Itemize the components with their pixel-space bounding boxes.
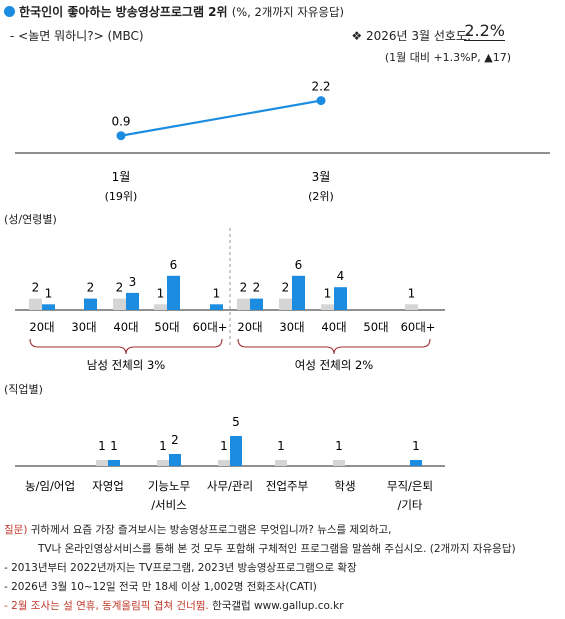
demo-cur-bar — [126, 292, 139, 310]
job-category-label: /기타 — [397, 498, 422, 510]
demo-cur-bar — [210, 304, 223, 310]
trend-rank-label: (2위) — [308, 190, 334, 203]
trend-point — [316, 96, 326, 106]
demo-cur-label: 2 — [87, 281, 95, 295]
demo-cur-bar — [84, 298, 97, 310]
job-prev-label: 1 — [277, 439, 285, 453]
demo-cur-label: 6 — [170, 258, 178, 272]
job-prev-bar — [157, 460, 169, 466]
note-3: - 2월 조사는 설 연휴, 동계올림픽 겹쳐 건너뜀. — [4, 600, 209, 612]
job-prev-label: 1 — [159, 439, 167, 453]
job-cur-label: 5 — [232, 415, 240, 429]
question-line-1: 귀하께서 요즘 가장 즐겨보시는 방송영상프로그램은 무엇입니까? 뉴스를 제외… — [30, 524, 392, 536]
credit: 한국갤럽 www.gallup.co.kr — [212, 600, 344, 612]
group-total-label: 여성 전체의 2% — [295, 358, 374, 372]
job-category-label: 농/임/어업 — [25, 479, 75, 493]
demo-prev-bar — [154, 304, 167, 310]
job-category-label: 사무/관리 — [207, 479, 253, 493]
job-cur-label: 1 — [412, 439, 420, 453]
group-total-label: 남성 전체의 3% — [87, 358, 166, 372]
demo-category-label: 20대 — [237, 320, 262, 334]
demo-prev-label: 1 — [324, 286, 332, 300]
job-prev-label: 1 — [98, 439, 106, 453]
note-2: - 2026년 3월 10~12일 전국 만 18세 이상 1,002명 전화조… — [4, 581, 317, 593]
job-category-label: 기능노무 — [148, 479, 190, 493]
demo-cur-label: 1 — [45, 286, 53, 300]
trend-month-label: 3월 — [312, 170, 331, 184]
demo-cur-label: 6 — [295, 258, 303, 272]
group-bracket — [237, 338, 431, 355]
job-prev-bar — [333, 460, 345, 466]
demo-prev-label: 1 — [157, 286, 165, 300]
note-1: - 2013년부터 2022년까지는 TV프로그램, 2023년 방송영상프로그… — [4, 562, 357, 574]
demo-category-label: 60대+ — [401, 320, 436, 334]
trend-rank-label: (19위) — [105, 190, 138, 203]
group-bracket — [29, 338, 223, 355]
job-prev-bar — [96, 460, 108, 466]
demo-prev-label: 2 — [116, 281, 124, 295]
job-prev-label: 1 — [220, 439, 228, 453]
demo-category-label: 30대 — [279, 320, 304, 334]
demo-category-label: 30대 — [71, 320, 96, 334]
demo-prev-bar — [279, 298, 292, 310]
demo-category-label: 50대 — [363, 320, 388, 334]
trend-point — [116, 131, 126, 141]
chart-title: 한국인이 좋아하는 방송영상프로그램 2위 (%, 2개까지 자유응답) — [4, 3, 344, 20]
demo-prev-bar — [29, 298, 42, 310]
job-section-label: (직업별) — [4, 383, 43, 396]
demo-cur-bar — [250, 298, 263, 310]
trend-month-label: 1월 — [112, 170, 131, 184]
job-category-label: 학생 — [334, 479, 355, 493]
demo-cur-label: 2 — [253, 281, 261, 295]
preference-change: (1월 대비 +1.3%P, ▲17) — [384, 51, 511, 64]
demo-prev-label: 2 — [240, 281, 248, 295]
demo-prev-bar — [405, 304, 418, 310]
job-cur-label: 1 — [110, 439, 118, 453]
job-category-label: /서비스 — [151, 498, 187, 510]
question-line-2: TV나 온라인영상서비스를 통해 본 것 모두 포함해 구체적인 프로그램을 말… — [38, 543, 516, 555]
question-label: 질문) — [4, 524, 28, 536]
preference-label: ❖ 2026년 3월 선호도: — [351, 29, 471, 43]
job-cur-bar — [410, 460, 422, 466]
demo-cur-label: 1 — [213, 286, 221, 300]
job-cur-bar — [108, 460, 120, 466]
demo-cur-bar — [292, 275, 305, 310]
demo-prev-label: 1 — [408, 286, 416, 300]
job-category-label: 전업주부 — [266, 479, 308, 493]
trend-value-label: 2.2 — [311, 80, 330, 94]
job-cur-label: 2 — [171, 433, 179, 447]
preference-value: 2.2% — [464, 21, 505, 41]
job-category-label: 무직/은퇴 — [387, 479, 433, 493]
demo-section-label: (성/연령별) — [4, 213, 57, 226]
demo-category-label: 50대 — [154, 320, 179, 334]
demo-prev-label: 2 — [282, 281, 290, 295]
title-note: (%, 2개까지 자유응답) — [231, 5, 345, 19]
demo-cur-label: 4 — [337, 269, 345, 283]
demo-prev-label: 2 — [32, 281, 40, 295]
title-text: 한국인이 좋아하는 방송영상프로그램 2위 — [19, 5, 228, 19]
demo-cur-bar — [334, 287, 347, 310]
job-prev-bar — [275, 460, 287, 466]
job-cur-bar — [230, 436, 242, 466]
trend-line — [120, 99, 322, 137]
trend-value-label: 0.9 — [111, 115, 130, 129]
job-cur-bar — [169, 454, 181, 466]
question-block: 질문) 귀하께서 요즘 가장 즐겨보시는 방송영상프로그램은 무엇입니까? 뉴스… — [4, 522, 391, 537]
demo-cur-bar — [42, 304, 55, 310]
job-prev-bar — [218, 460, 230, 466]
job-category-label: 자영업 — [92, 479, 124, 493]
demo-category-label: 40대 — [113, 320, 138, 334]
demo-category-label: 60대+ — [193, 320, 228, 334]
demo-prev-bar — [321, 304, 334, 310]
bullet-dot-icon — [4, 6, 15, 17]
program-subtitle: - <놀면 뭐하니?> (MBC) — [10, 29, 144, 43]
demo-category-label: 40대 — [321, 320, 346, 334]
demo-prev-bar — [113, 298, 126, 310]
demo-cur-label: 3 — [129, 275, 137, 289]
job-prev-label: 1 — [335, 439, 343, 453]
demo-cur-bar — [167, 275, 180, 310]
demo-prev-bar — [237, 298, 250, 310]
demo-category-label: 20대 — [29, 320, 54, 334]
